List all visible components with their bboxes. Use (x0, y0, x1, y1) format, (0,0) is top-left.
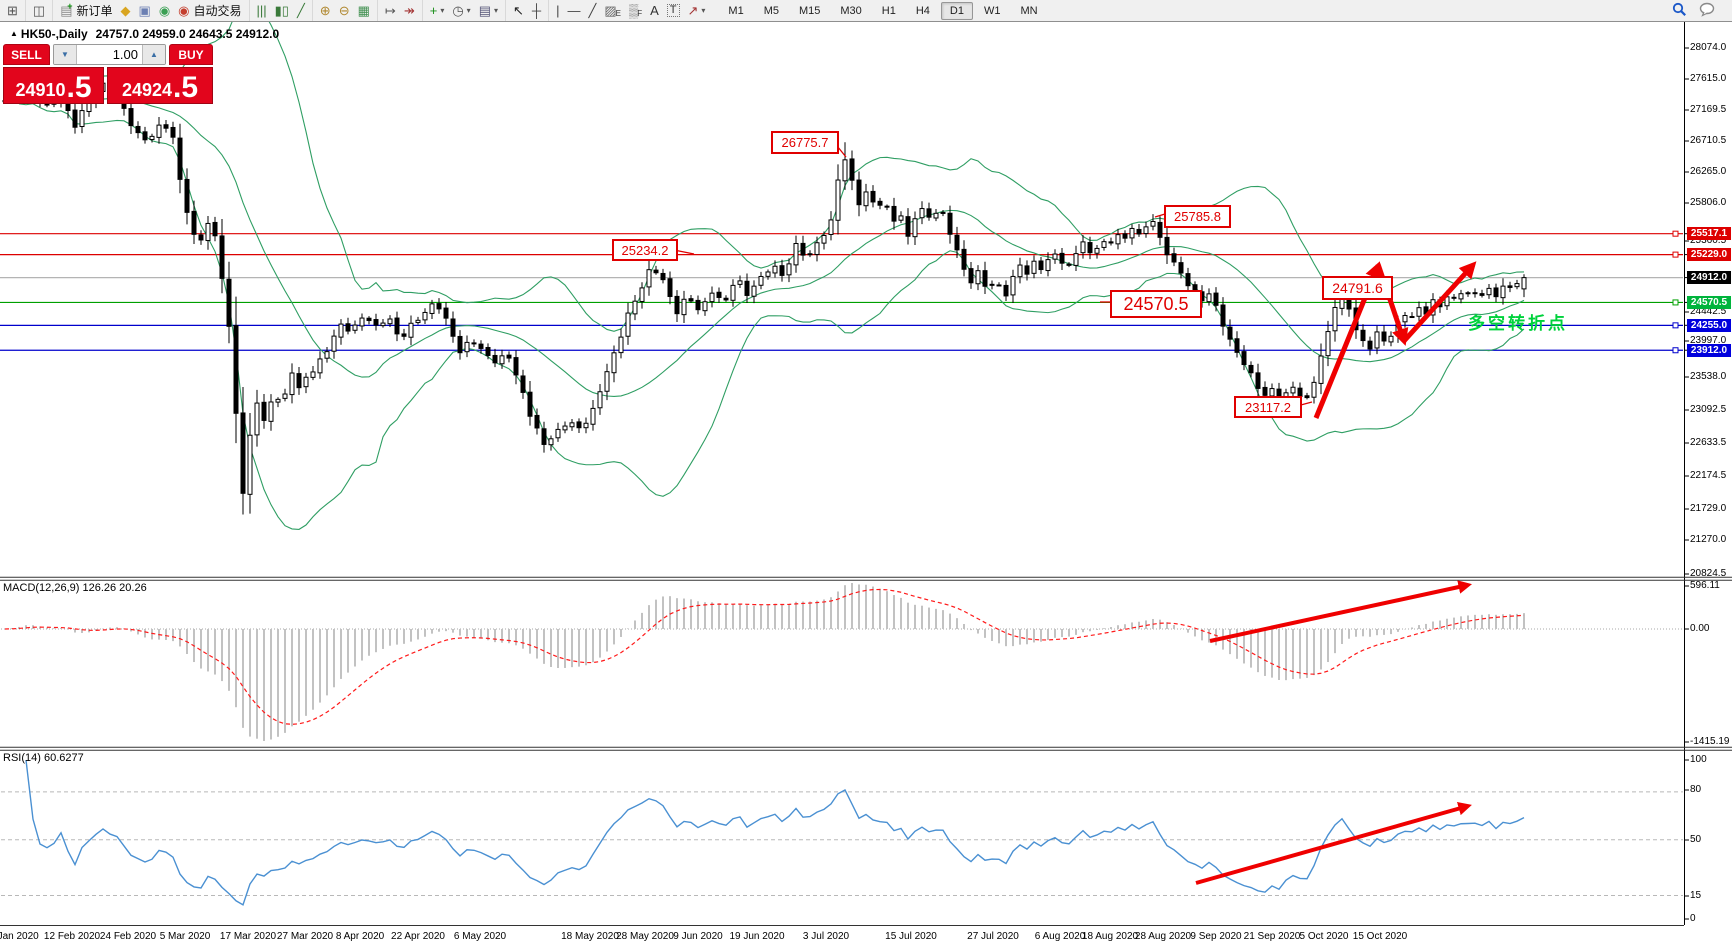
new-order-icon[interactable]: ▤ + 新订单 (60, 1, 113, 19)
preview-icon: ◫ (32, 3, 46, 18)
arrows-icon[interactable]: ↗ ▾ (687, 3, 706, 18)
timeframe-mn[interactable]: MN (1020, 4, 1038, 17)
candle-chart-type-icon[interactable]: ▮▯ (271, 1, 293, 20)
timeframe-m5[interactable]: M5 (763, 4, 779, 17)
fibonacci-icon[interactable]: ▒ F (628, 3, 643, 18)
autoscroll-icon: ↠ (403, 3, 415, 18)
horizontal-line-icon[interactable]: — (564, 1, 585, 20)
sell-price-frac: .5 (66, 71, 92, 104)
label-icon: T (666, 4, 680, 17)
paint-bucket-icon[interactable]: ◆ (117, 1, 135, 20)
volume-stepper[interactable]: ▼ 1.00 ▲ (53, 44, 166, 65)
timeframe-toolbar: M1 M5 M15 M30 H1 H4 D1 W1 MN (718, 1, 1047, 20)
indicators-icon[interactable]: + ▾ (429, 3, 445, 18)
arrows-icon: ↗ (687, 3, 699, 18)
text-icon: A (650, 3, 659, 18)
line-chart-type-icon: ╱ (296, 3, 305, 18)
chart-shift-icon[interactable]: ↦ (381, 1, 400, 20)
chart-window-icon[interactable]: ⊞ (3, 1, 22, 20)
search-icon[interactable] (1672, 2, 1687, 20)
autotrade-icon[interactable]: ◉ 自动交易 (174, 1, 245, 20)
zoom-out-icon[interactable]: ⊖ (335, 1, 354, 20)
channel-icon: ▨ (604, 3, 617, 18)
bar-chart-type-icon[interactable]: ||| (253, 1, 271, 20)
templates-icon[interactable]: ▤ ▾ (478, 3, 498, 18)
sell-price-main: 24910 (15, 80, 66, 101)
buy-price-button[interactable]: 24924.5 (107, 67, 213, 104)
timeframe-d1[interactable]: D1 (940, 1, 973, 20)
fibonacci-icon: ▒ (628, 3, 639, 18)
cursor-icon[interactable]: ↖ (509, 1, 528, 20)
toolbar-right (1672, 2, 1732, 20)
periods-icon: ◷ (452, 3, 464, 18)
text-icon[interactable]: A (646, 1, 663, 20)
sell-price-button[interactable]: 24910.5 (3, 67, 105, 104)
vertical-line-icon[interactable]: | (552, 1, 563, 20)
main-toolbar: ⊞ ◫ ▤ + 新订单 ◆ ▣ ◉ ◉ 自动交易 ||| ▮▯ ╱ ⊕ ⊖ ▦ ↦ ↠ + ▾ ◷ ▾ ▤ ▾ ↖ ┼ | — ╱ ▨ E ▒… (0, 0, 1732, 22)
preview-icon[interactable]: ◫ (29, 1, 49, 20)
buy-price-main: 24924 (121, 80, 173, 101)
timeframe-m1[interactable]: M1 (728, 4, 744, 17)
zoom-in-icon[interactable]: ⊕ (316, 1, 335, 20)
chart-window-icon: ⊞ (7, 3, 18, 18)
timeframe-h4[interactable]: H4 (915, 4, 930, 17)
timeframe-w1[interactable]: W1 (983, 4, 1001, 17)
one-click-trading-panel: SELL ▼ 1.00 ▲ BUY 24910.5 24924.5 (3, 44, 213, 104)
zoom-out-icon: ⊖ (338, 3, 350, 18)
chart-canvas[interactable] (0, 21, 1732, 947)
cursor-icon: ↖ (513, 3, 524, 18)
buy-button[interactable]: BUY (169, 44, 213, 65)
candle-chart-type-icon: ▮▯ (274, 3, 289, 18)
templates-icon: ▤ (478, 3, 491, 18)
ea-editor-icon: ▣ (138, 3, 151, 18)
zoom-in-icon: ⊕ (319, 3, 331, 18)
autotrade-icon: ◉ (178, 3, 190, 18)
autoscroll-icon[interactable]: ↠ (400, 1, 419, 20)
buy-price-frac: .5 (173, 71, 199, 104)
new-order-icon-label: 新订单 (76, 4, 113, 18)
timeframe-m30[interactable]: M30 (840, 4, 862, 17)
chart-shift-icon: ↦ (384, 3, 396, 18)
trendline-icon: ╱ (588, 3, 597, 18)
volume-up-button[interactable]: ▲ (142, 45, 165, 64)
trendline-icon[interactable]: ╱ (585, 1, 601, 20)
signal-icon: ◉ (158, 3, 171, 18)
sell-button[interactable]: SELL (3, 44, 50, 65)
line-chart-type-icon[interactable]: ╱ (293, 1, 309, 20)
crosshair-icon[interactable]: ┼ (528, 1, 545, 20)
label-icon[interactable]: T (663, 1, 684, 20)
tile-windows-icon: ▦ (357, 3, 370, 18)
tile-windows-icon[interactable]: ▦ (354, 1, 374, 20)
chat-icon[interactable] (1699, 2, 1716, 20)
vertical-line-icon: | (556, 3, 560, 18)
autotrade-icon-label: 自动交易 (193, 4, 242, 18)
crosshair-icon: ┼ (531, 3, 542, 18)
timeframe-h1[interactable]: H1 (881, 4, 896, 17)
paint-bucket-icon: ◆ (120, 3, 131, 18)
volume-value[interactable]: 1.00 (112, 47, 138, 62)
channel-icon[interactable]: ▨ E (604, 3, 621, 18)
timeframe-m15[interactable]: M15 (798, 4, 821, 17)
bar-chart-type-icon: ||| (256, 3, 267, 18)
ea-editor-icon[interactable]: ▣ (135, 1, 155, 20)
new-order-icon: ▤ (60, 3, 73, 18)
periods-icon[interactable]: ◷ ▾ (452, 3, 471, 18)
horizontal-line-icon: — (567, 3, 581, 18)
signal-icon[interactable]: ◉ (155, 1, 174, 20)
indicators-icon: + (429, 3, 438, 18)
volume-down-button[interactable]: ▼ (54, 45, 77, 64)
